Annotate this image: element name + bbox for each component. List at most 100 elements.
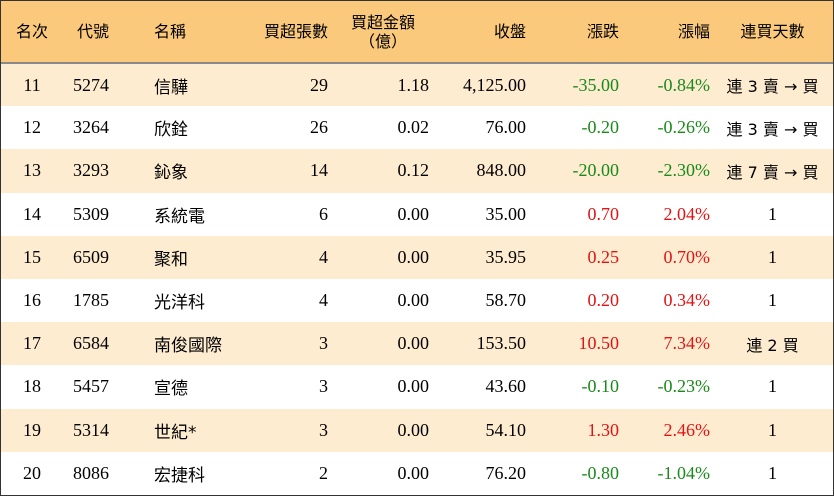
code-cell: 5314: [73, 419, 109, 440]
consecutive-days-cell: 1: [768, 462, 777, 483]
close-cell: 35.95: [485, 246, 527, 267]
net-buy-amount-cell: 0.00: [397, 333, 430, 354]
net-buy-lots-cell: 14: [310, 160, 328, 181]
net-buy-lots-cell: 3: [319, 333, 328, 354]
code-cell: 3293: [73, 160, 109, 181]
header-net-buy-amount[interactable]: 買超金額 （億）: [332, 1, 433, 63]
table-header: 名次 代號 名稱 買超張數 買超金額 （億） 收盤 漲跌 漲幅 連買天數: [1, 1, 833, 63]
consecutive-days-cell: 連 3 賣 → 買: [726, 119, 819, 139]
code-cell: 1785: [73, 290, 109, 311]
close-cell: 153.50: [476, 333, 527, 354]
change-cell: -0.80: [581, 462, 620, 483]
rank-cell: 18: [23, 376, 41, 397]
table-row[interactable]: 13 3293 鈊象 14 0.12 848.00 -20.00 -2.30% 連 7 賣 → …: [1, 149, 833, 193]
change-pct-cell: 0.34%: [663, 290, 711, 311]
change-cell: 0.70: [587, 203, 620, 224]
close-cell: 848.00: [476, 160, 527, 181]
change-pct-cell: 2.46%: [663, 419, 711, 440]
close-cell: 76.00: [485, 117, 527, 138]
header-name[interactable]: 名稱: [154, 22, 187, 41]
net-buy-amount-cell: 0.00: [397, 462, 430, 483]
header-net-buy-lots[interactable]: 買超張數: [263, 22, 328, 41]
code-cell: 3264: [73, 117, 109, 138]
header-consecutive-days[interactable]: 連買天數: [740, 22, 805, 41]
net-buy-amount-cell: 0.12: [397, 160, 430, 181]
change-cell: 10.50: [578, 333, 620, 354]
rank-cell: 19: [23, 419, 41, 440]
code-cell: 6584: [73, 333, 109, 354]
name-cell: 宏捷科: [154, 465, 205, 486]
change-pct-cell: 2.04%: [663, 203, 711, 224]
net-buy-amount-cell: 0.00: [397, 419, 430, 440]
name-cell: 光洋科: [154, 293, 205, 314]
net-buy-lots-cell: 6: [319, 203, 328, 224]
name-cell: 鈊象: [154, 163, 188, 184]
header-change[interactable]: 漲跌: [586, 22, 619, 41]
header-rank[interactable]: 名次: [15, 22, 48, 41]
change-pct-cell: -0.23%: [657, 376, 711, 397]
consecutive-days-cell: 1: [768, 203, 777, 224]
table-row[interactable]: 14 5309 系統電 6 0.00 35.00 0.70 2.04% 1: [1, 192, 833, 236]
header-code[interactable]: 代號: [77, 22, 110, 41]
close-cell: 58.70: [485, 290, 527, 311]
change-pct-cell: -0.26%: [657, 117, 711, 138]
name-cell: 系統電: [154, 206, 205, 227]
table-row[interactable]: 18 5457 宣德 3 0.00 43.60 -0.10 -0.23% 1: [1, 365, 833, 409]
header-change-pct[interactable]: 漲幅: [677, 22, 710, 41]
net-buy-lots-cell: 26: [310, 117, 328, 138]
consecutive-days-cell: 連 7 賣 → 買: [726, 162, 819, 182]
table-row[interactable]: 20 8086 宏捷科 2 0.00 76.20 -0.80 -1.04% 1: [1, 451, 833, 495]
net-buy-lots-cell: 2: [319, 462, 328, 483]
net-buy-amount-cell: 0.00: [397, 376, 430, 397]
consecutive-days-cell: 1: [768, 376, 777, 397]
table-row[interactable]: 16 1785 光洋科 4 0.00 58.70 0.20 0.34% 1: [1, 278, 833, 323]
header-row: 名次 代號 名稱 買超張數 買超金額 （億） 收盤 漲跌 漲幅 連買天數: [1, 1, 833, 63]
change-cell: 0.25: [587, 246, 620, 267]
table-row[interactable]: 11 5274 信驊 29 1.18 4,125.00 -35.00 -0.84% 連 3 賣 …: [1, 61, 833, 107]
consecutive-days-cell: 連 3 賣 → 買: [712, 61, 833, 107]
net-buy-amount-cell: 0.00: [397, 290, 430, 311]
code-cell: 5457: [73, 376, 109, 397]
table-row[interactable]: 19 5314 世紀* 3 0.00 54.10 1.30 2.46% 1: [1, 408, 833, 452]
rank-cell: 17: [23, 333, 41, 354]
code-cell: 6509: [73, 246, 109, 267]
close-cell: 76.20: [485, 462, 527, 483]
close-cell: 54.10: [485, 419, 527, 440]
rank-cell: 16: [23, 290, 41, 311]
change-pct-cell: -2.30%: [657, 160, 711, 181]
close-cell: 43.60: [485, 376, 527, 397]
table-row[interactable]: 12 3264 欣銓 26 0.02 76.00 -0.20 -0.26% 連 3 賣 → 買: [1, 106, 833, 150]
change-pct-cell: -1.04%: [657, 462, 711, 483]
net-buy-lots-cell: 3: [319, 419, 328, 440]
change-pct-cell: -0.84%: [621, 61, 712, 107]
name-cell: 聚和: [154, 249, 188, 270]
rank-cell: 14: [23, 203, 41, 224]
code-cell: 5274: [63, 61, 150, 107]
change-cell: -20.00: [572, 160, 620, 181]
net-buy-amount-cell: 0.00: [397, 203, 430, 224]
net-buy-lots-cell: 3: [319, 376, 328, 397]
rank-cell: 12: [23, 117, 41, 138]
close-cell: 35.00: [485, 203, 527, 224]
header-net-buy-amount-line2: （億）: [358, 31, 407, 51]
name-cell: 欣銓: [154, 120, 188, 141]
name-cell: 南俊國際: [154, 336, 222, 357]
header-close[interactable]: 收盤: [493, 22, 526, 41]
close-cell: 4,125.00: [433, 61, 528, 107]
net-buy-lots-cell: 4: [319, 290, 328, 311]
change-cell: -35.00: [528, 61, 621, 107]
change-pct-cell: 0.70%: [663, 246, 711, 267]
table-row[interactable]: 17 6584 南俊國際 3 0.00 153.50 10.50 7.34% 連 2 買: [1, 322, 833, 366]
rank-cell: 11: [1, 61, 63, 107]
consecutive-days-cell: 1: [768, 290, 777, 311]
rank-cell: 13: [23, 160, 41, 181]
net-buy-lots-cell: 29: [253, 61, 332, 107]
net-buy-amount-cell: 0.00: [397, 246, 430, 267]
name-cell: 信驊: [150, 61, 253, 107]
change-cell: 0.20: [587, 290, 620, 311]
name-cell: 宣德: [154, 379, 188, 400]
table-row[interactable]: 15 6509 聚和 4 0.00 35.95 0.25 0.70% 1: [1, 235, 833, 279]
code-cell: 8086: [73, 462, 109, 483]
